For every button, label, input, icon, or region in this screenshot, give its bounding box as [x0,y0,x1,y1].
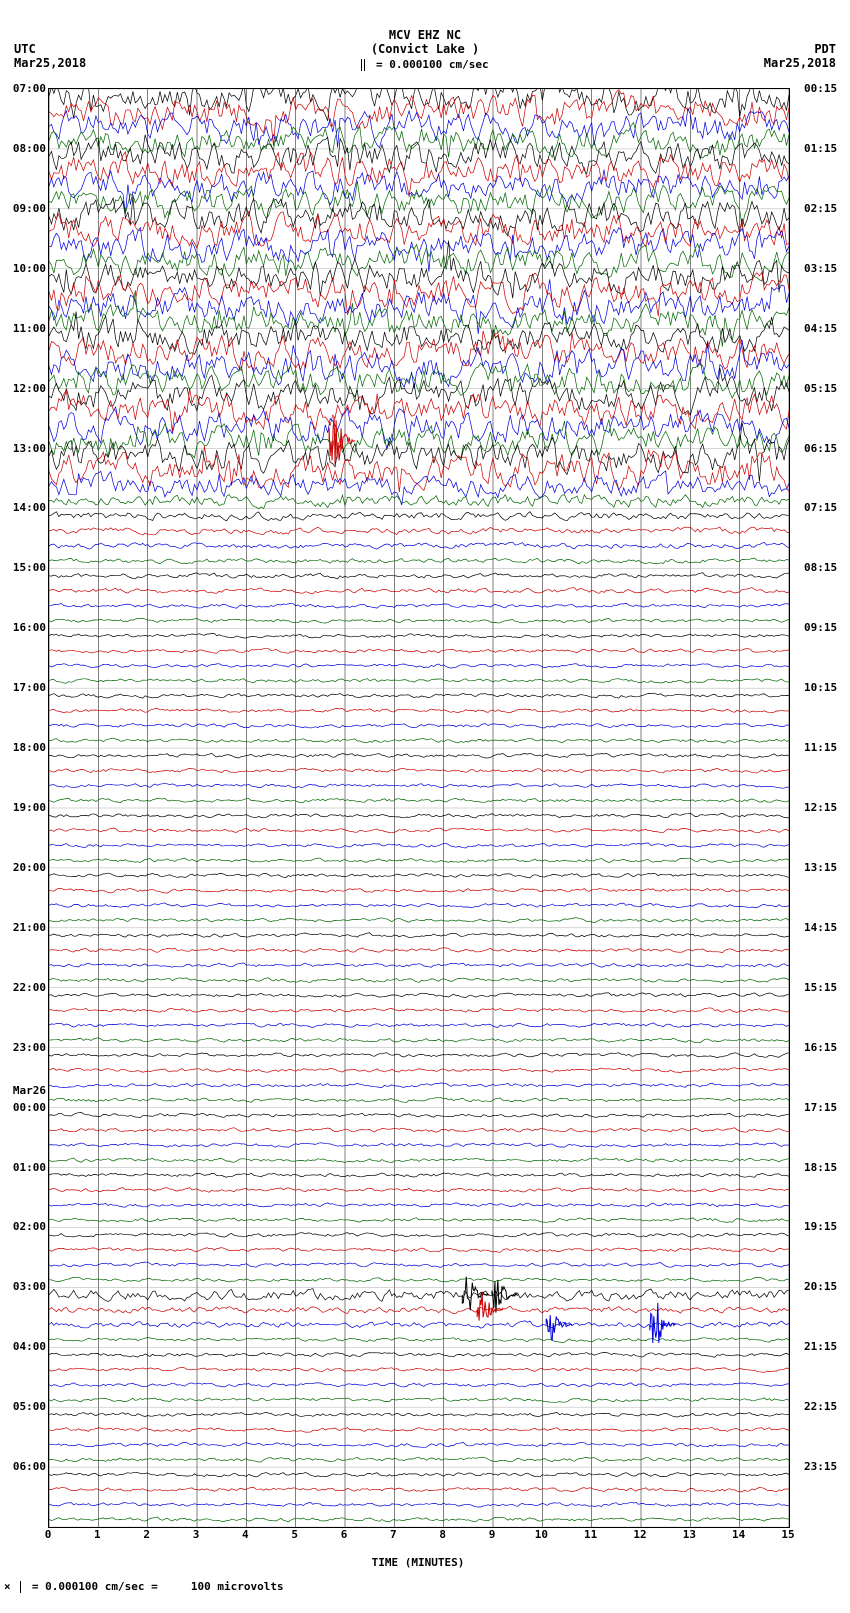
time-label: 19:15 [804,1220,850,1233]
time-label: 01:00 [0,1161,46,1174]
time-label: 02:15 [804,202,850,215]
x-tick: 6 [341,1528,348,1541]
x-tick: 3 [193,1528,200,1541]
x-tick: 9 [489,1528,496,1541]
x-tick: 4 [242,1528,249,1541]
x-tick: 14 [732,1528,745,1541]
x-tick: 5 [291,1528,298,1541]
time-label: 15:00 [0,561,46,574]
time-label: 03:15 [804,262,850,275]
footer-text2: 100 microvolts [191,1580,284,1593]
time-label: Mar26 [0,1084,46,1097]
scale-bar-icon [361,59,365,71]
x-tick: 15 [781,1528,794,1541]
time-label: 09:15 [804,621,850,634]
station-id: MCV EHZ NC [0,28,850,42]
time-label: 12:00 [0,382,46,395]
pdt-time-labels: 00:1501:1502:1503:1504:1505:1506:1507:15… [804,88,850,1526]
x-tick: 8 [439,1528,446,1541]
time-label: 01:15 [804,142,850,155]
x-tick: 13 [683,1528,696,1541]
time-label: 13:00 [0,442,46,455]
time-label: 07:00 [0,82,46,95]
time-label: 05:15 [804,382,850,395]
time-label: 14:00 [0,501,46,514]
time-label: 23:00 [0,1041,46,1054]
utc-time-labels: 07:0008:0009:0010:0011:0012:0013:0014:00… [0,88,46,1526]
time-label: 07:15 [804,501,850,514]
time-label: 08:00 [0,142,46,155]
x-tick: 11 [584,1528,597,1541]
footer-text1: = 0.000100 cm/sec = [32,1580,158,1593]
time-label: 04:15 [804,322,850,335]
tz-left-label: UTC [14,42,86,56]
time-label: 21:00 [0,921,46,934]
seismogram-container: MCV EHZ NC (Convict Lake ) UTC Mar25,201… [0,0,850,1613]
seismogram-svg [49,89,789,1527]
time-label: 05:00 [0,1400,46,1413]
tz-right-label: PDT [764,42,836,56]
time-label: 18:15 [804,1161,850,1174]
scale-label: = 0.000100 cm/sec [376,58,489,71]
time-label: 11:00 [0,322,46,335]
time-label: 00:15 [804,82,850,95]
time-label: 15:15 [804,981,850,994]
time-label: 22:00 [0,981,46,994]
time-label: 10:00 [0,262,46,275]
time-label: 09:00 [0,202,46,215]
timezone-left: UTC Mar25,2018 [14,42,86,70]
x-ticks: 0123456789101112131415 [48,1528,788,1542]
time-label: 10:15 [804,681,850,694]
time-label: 14:15 [804,921,850,934]
x-tick: 0 [45,1528,52,1541]
time-label: 08:15 [804,561,850,574]
x-tick: 10 [535,1528,548,1541]
time-label: 23:15 [804,1460,850,1473]
time-label: 06:15 [804,442,850,455]
time-label: 21:15 [804,1340,850,1353]
time-label: 03:00 [0,1280,46,1293]
station-name: (Convict Lake ) [0,42,850,56]
time-label: 06:00 [0,1460,46,1473]
helicorder-plot [48,88,790,1528]
header: MCV EHZ NC (Convict Lake ) [0,0,850,56]
timezone-right: PDT Mar25,2018 [764,42,836,70]
x-tick: 2 [143,1528,150,1541]
footer-scale: × = 0.000100 cm/sec = 100 microvolts [4,1580,284,1593]
date-right-label: Mar25,2018 [764,56,836,70]
time-label: 16:15 [804,1041,850,1054]
date-left-label: Mar25,2018 [14,56,86,70]
scale-indicator-top: = 0.000100 cm/sec [0,58,850,71]
x-axis-title: TIME (MINUTES) [48,1556,788,1569]
x-tick: 12 [633,1528,646,1541]
time-label: 17:15 [804,1101,850,1114]
time-label: 12:15 [804,801,850,814]
x-axis: 0123456789101112131415 TIME (MINUTES) [48,1528,788,1569]
x-tick: 7 [390,1528,397,1541]
time-label: 17:00 [0,681,46,694]
time-label: 18:00 [0,741,46,754]
time-label: 19:00 [0,801,46,814]
footer-prefix: × [4,1580,11,1593]
time-label: 13:15 [804,861,850,874]
time-label: 04:00 [0,1340,46,1353]
time-label: 16:00 [0,621,46,634]
x-tick: 1 [94,1528,101,1541]
time-label: 22:15 [804,1400,850,1413]
time-label: 20:15 [804,1280,850,1293]
time-label: 11:15 [804,741,850,754]
time-label: 00:00 [0,1101,46,1114]
time-label: 02:00 [0,1220,46,1233]
time-label: 20:00 [0,861,46,874]
scale-bar-icon [20,1581,22,1593]
